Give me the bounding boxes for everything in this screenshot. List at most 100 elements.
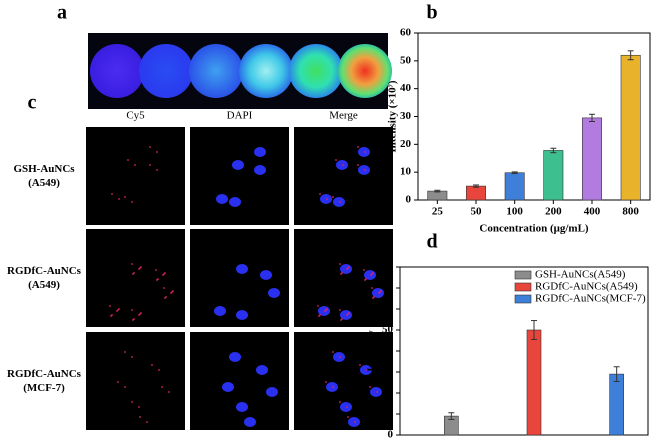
dot xyxy=(332,386,334,388)
dot xyxy=(140,266,142,268)
nucleus xyxy=(333,197,345,207)
error-bar xyxy=(473,184,479,188)
dot xyxy=(157,278,159,280)
error-bar xyxy=(434,189,441,193)
dot xyxy=(319,193,321,195)
panel-letter: b xyxy=(426,2,437,24)
dot xyxy=(365,278,367,280)
panel-letter: c xyxy=(28,92,37,114)
dot xyxy=(380,290,382,292)
dot xyxy=(124,351,126,353)
dot xyxy=(359,364,361,366)
micrograph xyxy=(190,127,289,225)
nucleus xyxy=(326,382,338,392)
nucleus xyxy=(244,417,256,427)
error-bar xyxy=(627,50,634,61)
legend-swatch xyxy=(514,282,532,292)
column-header: DAPI xyxy=(227,110,253,122)
dot xyxy=(317,305,319,307)
legend-swatch xyxy=(514,270,532,280)
panel-letter: a xyxy=(57,2,67,24)
y-tick-label: 10 xyxy=(382,408,394,420)
column-header: Merge xyxy=(329,110,358,122)
x-tick-label: 200 xyxy=(545,206,562,218)
dot xyxy=(348,266,350,268)
nucleus xyxy=(254,147,266,157)
dot xyxy=(138,406,140,408)
bar xyxy=(466,185,486,201)
dot xyxy=(155,269,157,271)
y-tick-label: 30 xyxy=(400,110,412,122)
dot xyxy=(109,305,111,307)
legend-label: GSH-AuNCs(A549) xyxy=(535,269,626,281)
y-tick-label: 10 xyxy=(400,166,412,178)
dot xyxy=(131,201,133,203)
dot xyxy=(325,381,327,383)
dot xyxy=(357,146,359,148)
dot xyxy=(339,401,341,403)
dot xyxy=(326,308,328,310)
dot xyxy=(326,198,328,200)
nucleus xyxy=(254,165,266,175)
nucleus xyxy=(340,402,352,412)
error-bar xyxy=(448,412,455,420)
dot xyxy=(158,369,160,371)
y-tick-label: 50 xyxy=(400,54,412,66)
legend-swatch xyxy=(514,294,532,304)
nucleus xyxy=(236,310,248,320)
nucleus xyxy=(216,194,228,204)
nucleus xyxy=(229,197,241,207)
error-bar xyxy=(550,147,557,154)
micrograph xyxy=(294,127,393,225)
y-tick-label: 80 xyxy=(382,261,394,273)
dot xyxy=(332,351,334,353)
dot xyxy=(363,269,365,271)
nucleus xyxy=(358,147,370,157)
micrograph xyxy=(294,332,393,430)
x-tick-label: 800 xyxy=(622,206,639,218)
nucleus xyxy=(236,402,248,412)
y-axis-label: Intensity xyxy=(366,330,378,372)
dot xyxy=(164,272,166,274)
error-bar xyxy=(613,366,620,382)
dot xyxy=(149,164,151,166)
column-header: Cy5 xyxy=(126,110,145,122)
dot xyxy=(131,401,133,403)
dot xyxy=(131,263,133,265)
y-tick-label: 20 xyxy=(400,138,412,150)
y-tick-label: 20 xyxy=(382,387,394,399)
dot xyxy=(372,272,374,274)
bar xyxy=(526,329,542,436)
dot xyxy=(339,263,341,265)
x-tick-label: 100 xyxy=(506,206,523,218)
nucleus xyxy=(370,387,382,397)
dot xyxy=(131,309,133,311)
x-tick-label: 50 xyxy=(471,206,483,218)
bar xyxy=(543,150,564,201)
y-tick-label: 40 xyxy=(400,82,412,94)
bar xyxy=(582,117,602,201)
dot xyxy=(124,386,126,388)
y-tick-label: 30 xyxy=(382,366,394,378)
nucleus xyxy=(260,270,272,280)
wells-image xyxy=(88,33,392,109)
dot xyxy=(156,151,158,153)
nucleus xyxy=(214,306,226,316)
nucleus xyxy=(229,352,241,362)
bar xyxy=(504,172,525,201)
dot xyxy=(168,391,170,393)
dot xyxy=(339,356,341,358)
dot xyxy=(346,406,348,408)
dot xyxy=(163,287,165,289)
dot xyxy=(133,272,135,274)
nucleus xyxy=(232,160,244,170)
y-tick-label: 60 xyxy=(400,27,412,39)
row-label: GSH-AuNCs (A549) xyxy=(13,163,75,189)
y-tick-label: 0 xyxy=(406,194,412,206)
y-tick-label: 60 xyxy=(382,303,394,315)
dot xyxy=(348,312,350,314)
dot xyxy=(139,416,141,418)
micrograph xyxy=(86,127,185,225)
dot xyxy=(332,196,334,198)
